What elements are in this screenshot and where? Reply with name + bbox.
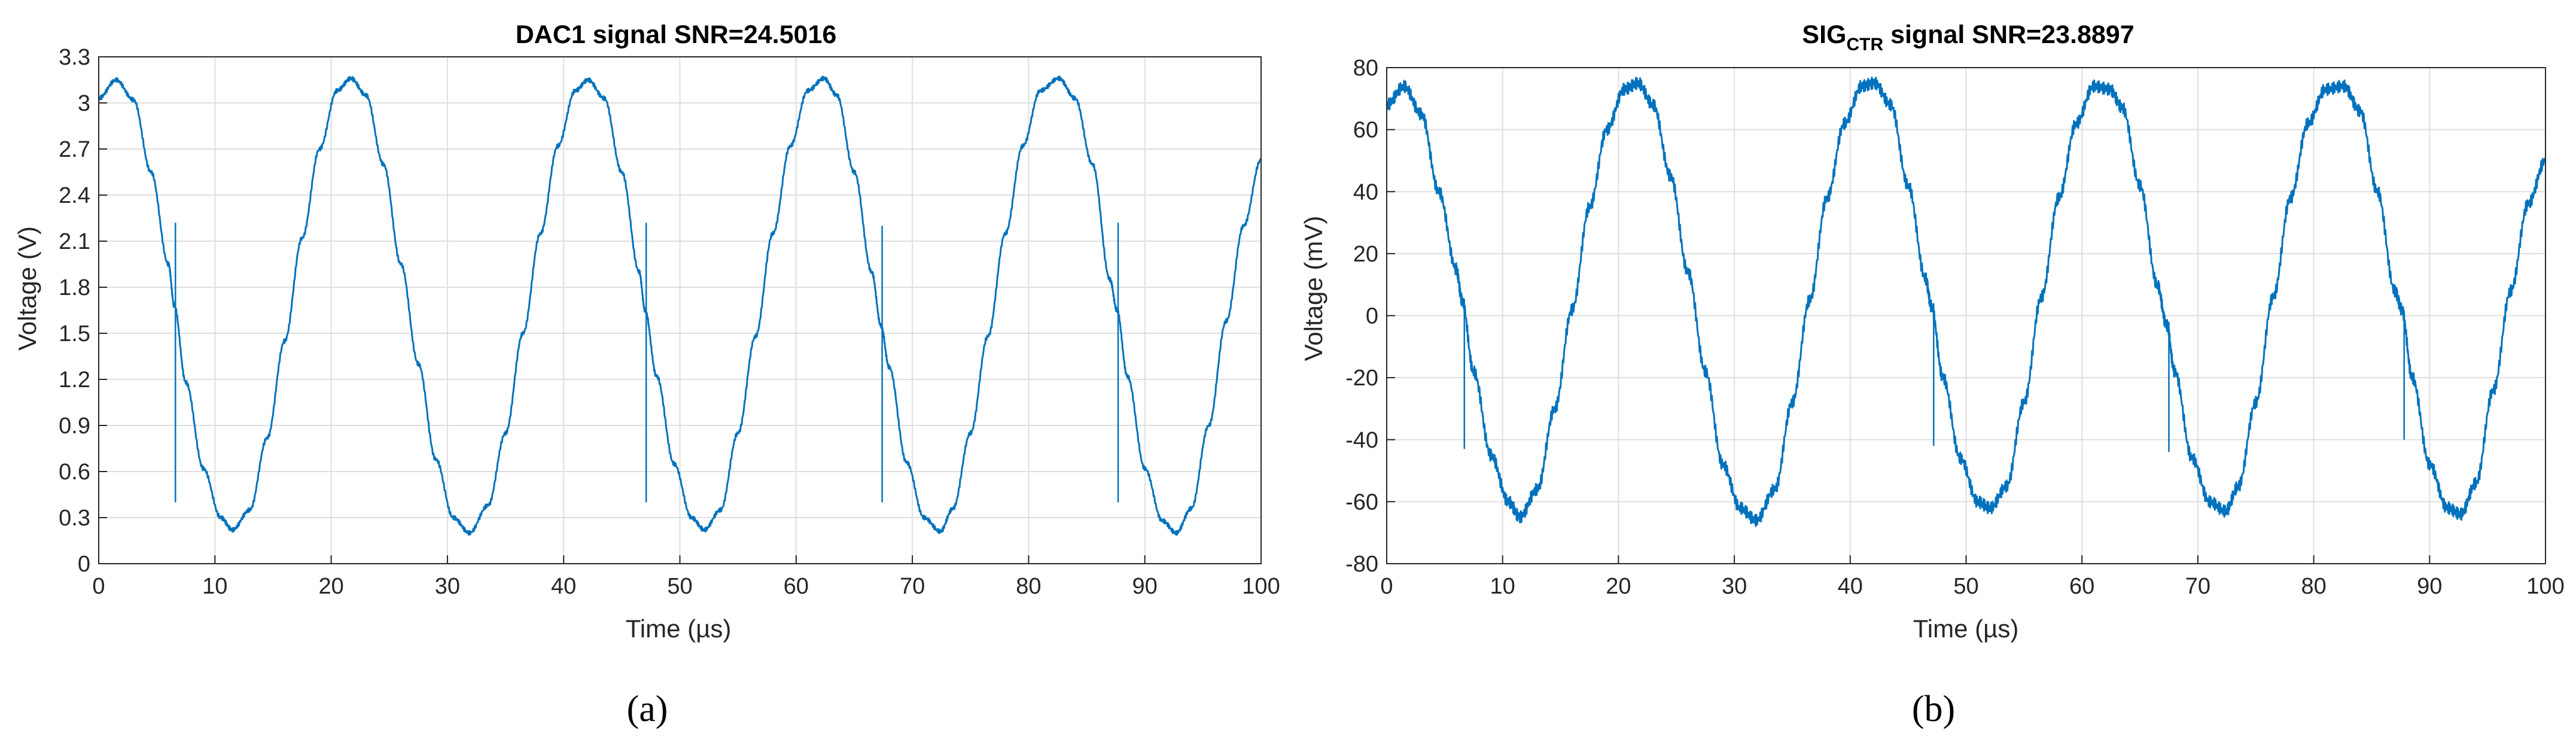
chart-a-series-0-line: [98, 75, 1262, 536]
panel-a-dac1-signal: DAC1 signal SNR=24.5016 0 10 20 30 40 50 60 70 8…: [13, 20, 1280, 643]
chart-b-x-tick-label-8: 80: [2301, 574, 2326, 599]
chart-b-y-tick-label-5: 20: [1353, 242, 1378, 267]
chart-b-ticks: 0 10 20 30 40 50 60 70 80 90 100 -80 -60 -40 -20 0 20 40 6…: [1345, 56, 2565, 599]
chart-b-y-tick-label-7: 60: [1353, 118, 1378, 143]
chart-b-x-tick-label-5: 50: [1953, 574, 1978, 599]
chart-b-x-tick-label-10: 100: [2526, 574, 2564, 599]
chart-b-x-tick-label-3: 30: [1722, 574, 1747, 599]
chart-a-axes-frame: [98, 56, 1262, 564]
chart-b-x-tick-label-0: 0: [1380, 574, 1393, 599]
chart-a-x-tick-label-4: 40: [551, 574, 576, 599]
chart-b-series-0-line: [1386, 77, 2547, 527]
chart-a-x-axis-label: Time (µs): [626, 615, 732, 643]
chart-a-y-tick-label-3: 0.9: [59, 413, 90, 439]
chart-b-y-tick-label-2: -40: [1345, 428, 1378, 453]
chart-a-x-tick-label-8: 80: [1016, 574, 1041, 599]
chart-b-x-axis-label: Time (µs): [1913, 615, 2019, 643]
chart-a-title: DAC1 signal SNR=24.5016: [516, 20, 837, 49]
chart-a-y-tick-label-5: 1.5: [59, 321, 90, 346]
chart-a-x-tick-label-10: 100: [1242, 574, 1280, 599]
chart-a-y-tick-label-7: 2.1: [59, 229, 90, 254]
chart-b-x-tick-label-2: 20: [1606, 574, 1631, 599]
chart-a-y-tick-label-10: 3: [78, 91, 90, 116]
caption-a: (a): [627, 689, 668, 729]
chart-a-x-tick-label-3: 30: [435, 574, 460, 599]
chart-a-x-tick-label-5: 50: [667, 574, 692, 599]
chart-b-y-tick-label-6: 40: [1353, 180, 1378, 205]
chart-b-y-axis-label: Voltage (mV): [1299, 216, 1327, 361]
chart-a-ticks: 0 10 20 30 40 50 60 70 80 90 100 0 0.3 0.6 0.9 1.2 1.5 1.…: [59, 45, 1280, 599]
chart-a-y-tick-label-2: 0.6: [59, 460, 90, 485]
chart-b-x-tick-label-7: 70: [2185, 574, 2210, 599]
chart-a-grid: [98, 56, 1262, 564]
chart-b-y-tick-label-0: -80: [1345, 552, 1378, 577]
chart-b-y-tick-label-8: 80: [1353, 56, 1378, 81]
chart-b-x-tick-label-1: 10: [1490, 574, 1515, 599]
chart-a-plot-area: [98, 75, 1262, 536]
caption-b: (b): [1912, 689, 1955, 729]
chart-b-title-suffix: signal SNR=23.8897: [1883, 20, 2134, 49]
chart-a-y-tick-label-1: 0.3: [59, 506, 90, 531]
chart-a-y-tick-label-0: 0: [78, 552, 90, 577]
chart-b-axes-frame: [1386, 67, 2546, 564]
chart-a-y-tick-label-9: 2.7: [59, 137, 90, 162]
chart-a-x-tick-label-1: 10: [202, 574, 227, 599]
chart-a-x-tick-label-9: 90: [1132, 574, 1158, 599]
chart-b-x-tick-label-6: 60: [2069, 574, 2094, 599]
chart-b-grid: [1386, 67, 2546, 564]
chart-a-y-tick-label-6: 1.8: [59, 275, 90, 300]
chart-a-y-tick-label-11: 3.3: [59, 45, 90, 70]
chart-b-y-tick-label-4: 0: [1366, 304, 1378, 329]
chart-a-y-axis-label: Voltage (V): [13, 226, 41, 351]
chart-b-title: SIGCTR signal SNR=23.8897: [1802, 20, 2134, 54]
chart-b-plot-area: [1386, 77, 2547, 527]
chart-a-x-tick-label-7: 70: [900, 574, 925, 599]
chart-b-title-subscript: CTR: [1846, 35, 1883, 54]
chart-b-x-tick-label-9: 90: [2417, 574, 2442, 599]
chart-a-x-tick-label-6: 60: [784, 574, 809, 599]
chart-b-title-main: SIG: [1802, 20, 1846, 49]
chart-a-x-tick-label-0: 0: [92, 574, 105, 599]
chart-b-y-tick-label-3: -20: [1345, 366, 1378, 391]
chart-b-x-tick-label-4: 40: [1838, 574, 1863, 599]
chart-a-y-tick-label-8: 2.4: [59, 183, 90, 208]
panel-b-sigctr-signal: SIGCTR signal SNR=23.8897 0 10 20 30 40 50 60 7…: [1299, 20, 2565, 643]
chart-b-y-tick-label-1: -60: [1345, 489, 1378, 515]
chart-a-x-tick-label-2: 20: [318, 574, 343, 599]
chart-a-y-tick-label-4: 1.2: [59, 367, 90, 393]
